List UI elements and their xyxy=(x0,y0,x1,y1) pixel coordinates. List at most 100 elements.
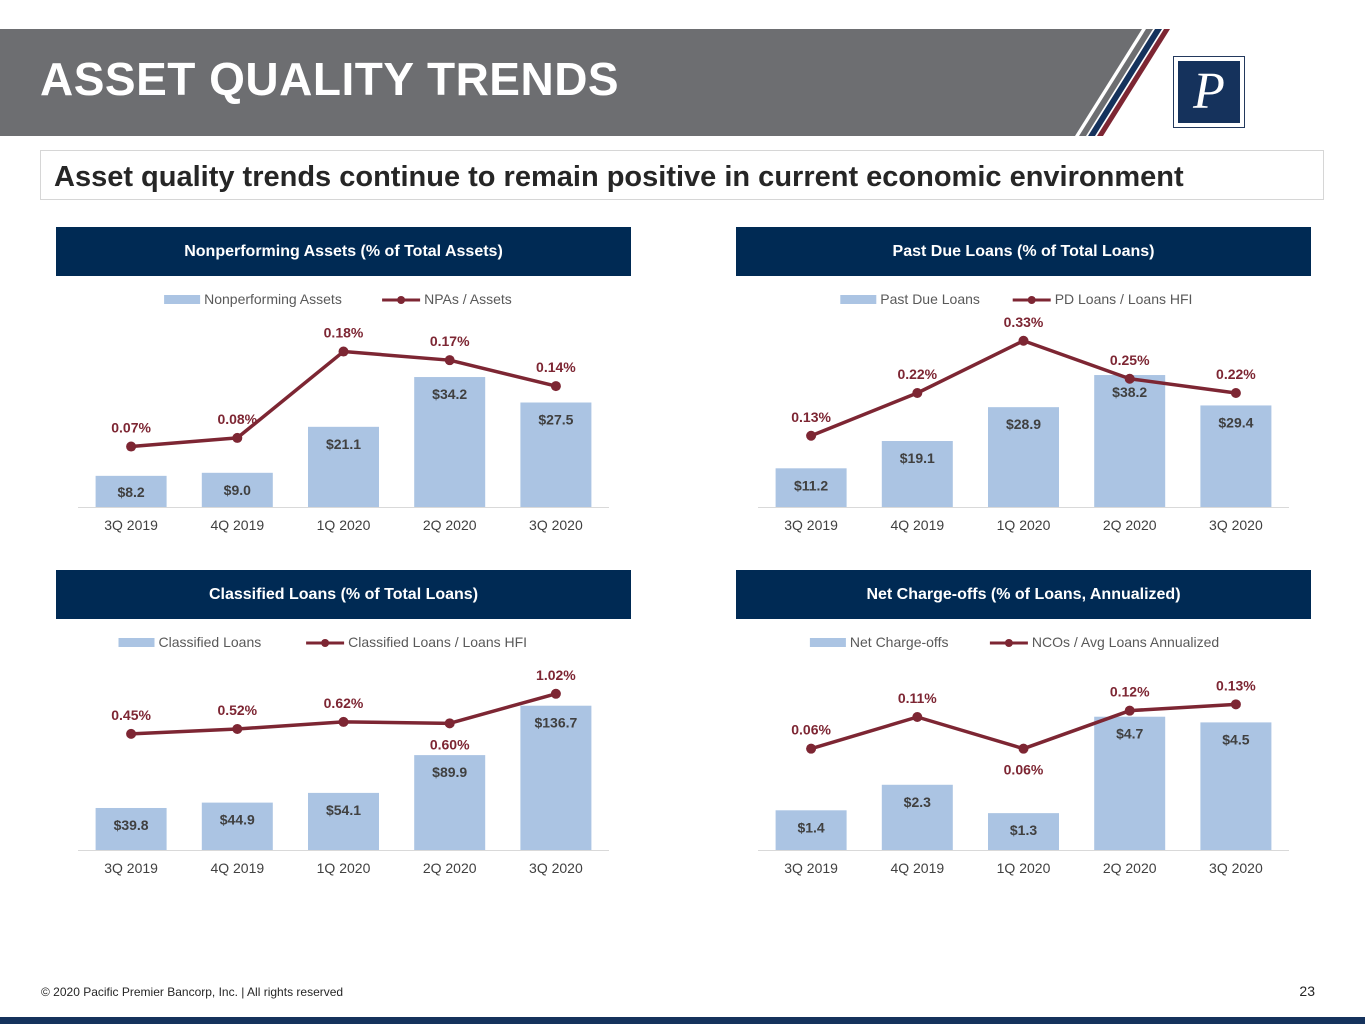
bar-data-label: $1.4 xyxy=(797,819,824,835)
line-point xyxy=(338,346,349,357)
line-point xyxy=(126,441,137,452)
line-data-label: 0.22% xyxy=(897,366,937,382)
bar xyxy=(201,802,273,850)
bar xyxy=(988,407,1059,507)
header-banner xyxy=(0,29,1365,136)
line-point xyxy=(1018,743,1029,754)
legend-bar-swatch xyxy=(809,638,846,647)
bar-data-label: $27.5 xyxy=(538,412,573,428)
bar-data-label: $34.2 xyxy=(432,386,467,402)
bar xyxy=(520,402,592,507)
bar-data-label: $28.9 xyxy=(1006,416,1041,432)
x-tick-label: 3Q 2019 xyxy=(784,517,838,533)
bar-data-label: $4.5 xyxy=(1222,731,1249,747)
line-point xyxy=(1124,373,1135,384)
bar-data-label: $136.7 xyxy=(534,715,577,731)
legend-line-label: NCOs / Avg Loans Annualized xyxy=(1032,634,1219,650)
bar-data-label: $54.1 xyxy=(326,802,361,818)
bar-data-label: $39.8 xyxy=(114,817,149,833)
line-point xyxy=(338,716,349,727)
bar xyxy=(201,472,273,507)
logo-mark: P xyxy=(1178,61,1240,123)
bar xyxy=(1200,405,1272,507)
legend-line-marker xyxy=(1027,296,1036,304)
x-tick-label: 3Q 2019 xyxy=(104,517,158,533)
bar-data-label: $1.3 xyxy=(1010,822,1037,838)
legend-bar-label: Nonperforming Assets xyxy=(204,291,342,307)
line-data-label: 0.06% xyxy=(1004,762,1044,778)
line-data-label: 0.11% xyxy=(898,690,937,706)
line-point xyxy=(550,381,561,392)
line-data-label: 0.52% xyxy=(217,702,257,718)
bar-data-label: $19.1 xyxy=(900,450,935,466)
bar xyxy=(988,813,1059,850)
x-tick-label: 2Q 2020 xyxy=(1103,860,1157,876)
bar xyxy=(308,426,379,507)
line-point xyxy=(1230,699,1241,710)
line-point xyxy=(912,388,923,398)
line-point xyxy=(126,728,137,739)
page-title: ASSET QUALITY TRENDS xyxy=(40,53,620,105)
x-tick-label: 3Q 2020 xyxy=(1209,860,1263,876)
bar xyxy=(881,441,953,507)
line-point xyxy=(232,432,243,443)
bar xyxy=(414,377,486,507)
x-tick-label: 3Q 2019 xyxy=(784,860,838,876)
x-tick-label: 4Q 2019 xyxy=(210,517,264,533)
panel-title: Classified Loans (% of Total Loans) xyxy=(56,570,631,619)
bar-data-label: $44.9 xyxy=(220,812,255,828)
line-point xyxy=(806,430,817,441)
x-tick-label: 1Q 2020 xyxy=(317,517,371,533)
bar-data-label: $4.7 xyxy=(1116,726,1143,742)
panel-classified-loans: Classified Loans (% of Total Loans) Clas… xyxy=(56,570,631,900)
legend-bar-label: Past Due Loans xyxy=(880,291,980,307)
subtitle-box: Asset quality trends continue to remain … xyxy=(40,150,1324,200)
line-data-label: 0.33% xyxy=(1004,314,1044,330)
x-tick-label: 3Q 2019 xyxy=(104,860,158,876)
x-tick-label: 4Q 2019 xyxy=(890,860,944,876)
bar xyxy=(775,810,847,850)
bar xyxy=(520,705,592,850)
legend-line-label: Classified Loans / Loans HFI xyxy=(348,634,527,650)
line-data-label: 0.45% xyxy=(111,707,151,723)
bar xyxy=(95,807,167,850)
bar xyxy=(1200,722,1272,850)
bar xyxy=(1094,375,1166,507)
legend-bar-swatch xyxy=(164,295,201,304)
panel-past-due-loans: Past Due Loans (% of Total Loans) Past D… xyxy=(736,227,1311,557)
bar-data-label: $8.2 xyxy=(117,484,144,500)
line-data-label: 0.18% xyxy=(324,325,364,341)
chart-classified-loans: Classified Loans Classified Loans / Loans… xyxy=(78,634,609,876)
legend-line-label: PD Loans / Loans HFI xyxy=(1055,291,1193,307)
line-data-label: 0.08% xyxy=(217,411,257,427)
x-tick-label: 1Q 2020 xyxy=(317,860,371,876)
line-data-label: 0.22% xyxy=(1216,366,1256,382)
bar xyxy=(95,475,167,507)
page-number: 23 xyxy=(1299,983,1315,999)
legend-line-marker xyxy=(1004,639,1013,647)
line-data-label: 1.02% xyxy=(536,667,576,683)
bar-data-label: $9.0 xyxy=(224,482,251,498)
footer-bar xyxy=(0,1017,1365,1024)
line-point xyxy=(912,712,923,722)
line-point xyxy=(550,688,561,699)
line-data-label: 0.12% xyxy=(1110,684,1150,700)
x-tick-label: 4Q 2019 xyxy=(890,517,944,533)
bar xyxy=(775,468,847,507)
line-point xyxy=(444,718,455,729)
x-tick-label: 2Q 2020 xyxy=(423,860,477,876)
x-tick-label: 2Q 2020 xyxy=(423,517,477,533)
x-tick-label: 4Q 2019 xyxy=(210,860,264,876)
header-stripe-navy xyxy=(1088,29,1162,136)
line-data-label: 0.62% xyxy=(324,695,364,711)
panel-net-charge-offs: Net Charge-offs (% of Loans, Annualized)… xyxy=(736,570,1311,900)
header-stripe-gray xyxy=(1079,29,1153,136)
bar xyxy=(881,784,953,850)
line-series xyxy=(810,702,1237,751)
line-data-label: 0.06% xyxy=(791,722,831,738)
line-point xyxy=(444,355,455,366)
line-point xyxy=(806,743,817,754)
legend-bar-label: Classified Loans xyxy=(159,634,262,650)
panel-title: Net Charge-offs (% of Loans, Annualized) xyxy=(736,570,1311,619)
header-stripe-maroon xyxy=(1097,29,1170,136)
